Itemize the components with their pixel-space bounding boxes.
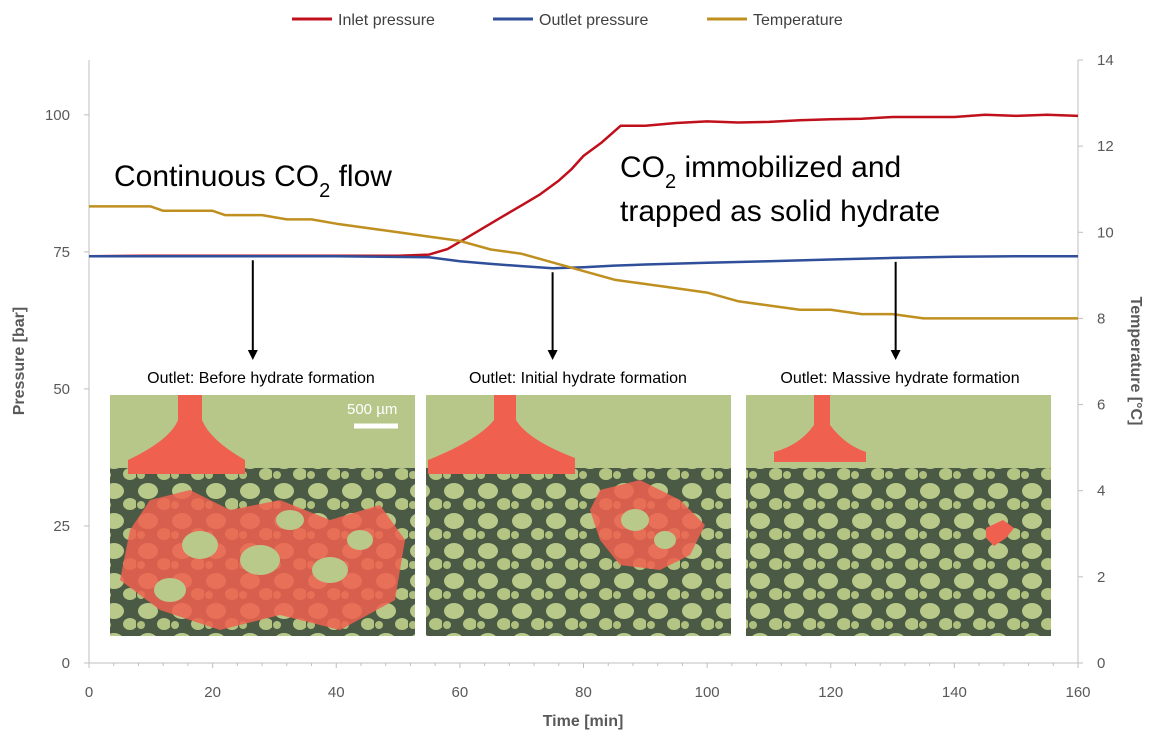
annotation-continuous-flow: Continuous CO2 flow (114, 160, 392, 202)
panel-label-before: Outlet: Before hydrate formation (147, 370, 375, 387)
y-right-tick-label: 8 (1097, 310, 1105, 327)
y-right-tick-label: 10 (1097, 224, 1114, 241)
y-right-tick-label: 14 (1097, 52, 1114, 69)
pointer-arrows (247, 260, 901, 360)
x-tick-label: 80 (575, 684, 592, 701)
series-line-temperature (89, 205, 1078, 320)
series-layer (88, 113, 1079, 320)
x-tick-label: 40 (328, 684, 345, 701)
y-right-tick-labels: 0 2 4 6 8 10 12 14 (1078, 52, 1114, 672)
micrograph-initial (426, 395, 731, 636)
micrograph-before: 500 µm (110, 395, 415, 636)
series-line-outlet-pressure (89, 254, 1078, 270)
legend-label: Temperature (753, 12, 843, 29)
x-tick-label: 100 (695, 684, 720, 701)
y-right-tick-label: 0 (1097, 655, 1105, 672)
annotation-immobilized: CO2 immobilized and (620, 151, 901, 193)
annotation-1-rest: flow (330, 160, 392, 193)
x-tick-label: 0 (85, 684, 93, 701)
y-left-tick-label: 25 (53, 518, 70, 535)
annotation-2-main: CO (620, 151, 665, 184)
y-left-tick-label: 0 (62, 655, 70, 672)
y-left-tick-labels: 0 25 50 75 100 (45, 107, 89, 672)
y-right-axis-title: Temperature [°C] (1127, 297, 1144, 426)
legend-label: Outlet pressure (539, 12, 648, 29)
micrograph-massive (746, 395, 1051, 636)
y-right-tick-label: 2 (1097, 569, 1105, 586)
x-tick-label: 60 (452, 684, 469, 701)
panel-label-initial: Outlet: Initial hydrate formation (469, 370, 687, 387)
y-right-tick-label: 12 (1097, 138, 1114, 155)
x-tick-label: 20 (204, 684, 221, 701)
annotation-2-sub: 2 (665, 171, 676, 193)
panel-label-massive: Outlet: Massive hydrate formation (780, 370, 1019, 387)
y-left-tick-label: 75 (53, 244, 70, 261)
series-line-inlet-pressure (88, 113, 1079, 258)
y-right-tick-label: 4 (1097, 483, 1105, 500)
legend-label: Inlet pressure (338, 12, 435, 29)
y-right-tick-label: 6 (1097, 397, 1105, 414)
x-tick-label: 140 (942, 684, 967, 701)
annotation-1-main: Continuous CO (114, 160, 319, 193)
y-left-tick-label: 50 (53, 381, 70, 398)
y-left-tick-label: 100 (45, 107, 70, 124)
y-left-axis-title: Pressure [bar] (11, 307, 28, 416)
x-axis-title: Time [min] (543, 713, 624, 730)
annotation-1-sub: 2 (319, 180, 330, 202)
annotation-trapped: trapped as solid hydrate (620, 195, 940, 228)
x-tick-label: 120 (818, 684, 843, 701)
x-tick-label: 160 (1065, 684, 1090, 701)
legend: Inlet pressure Outlet pressure Temperature (292, 12, 843, 29)
annotation-2-rest: immobilized and (676, 151, 901, 184)
x-tick-labels: 0 20 40 60 80 100 120 140 160 (85, 663, 1091, 701)
scale-bar-label: 500 µm (347, 401, 397, 418)
